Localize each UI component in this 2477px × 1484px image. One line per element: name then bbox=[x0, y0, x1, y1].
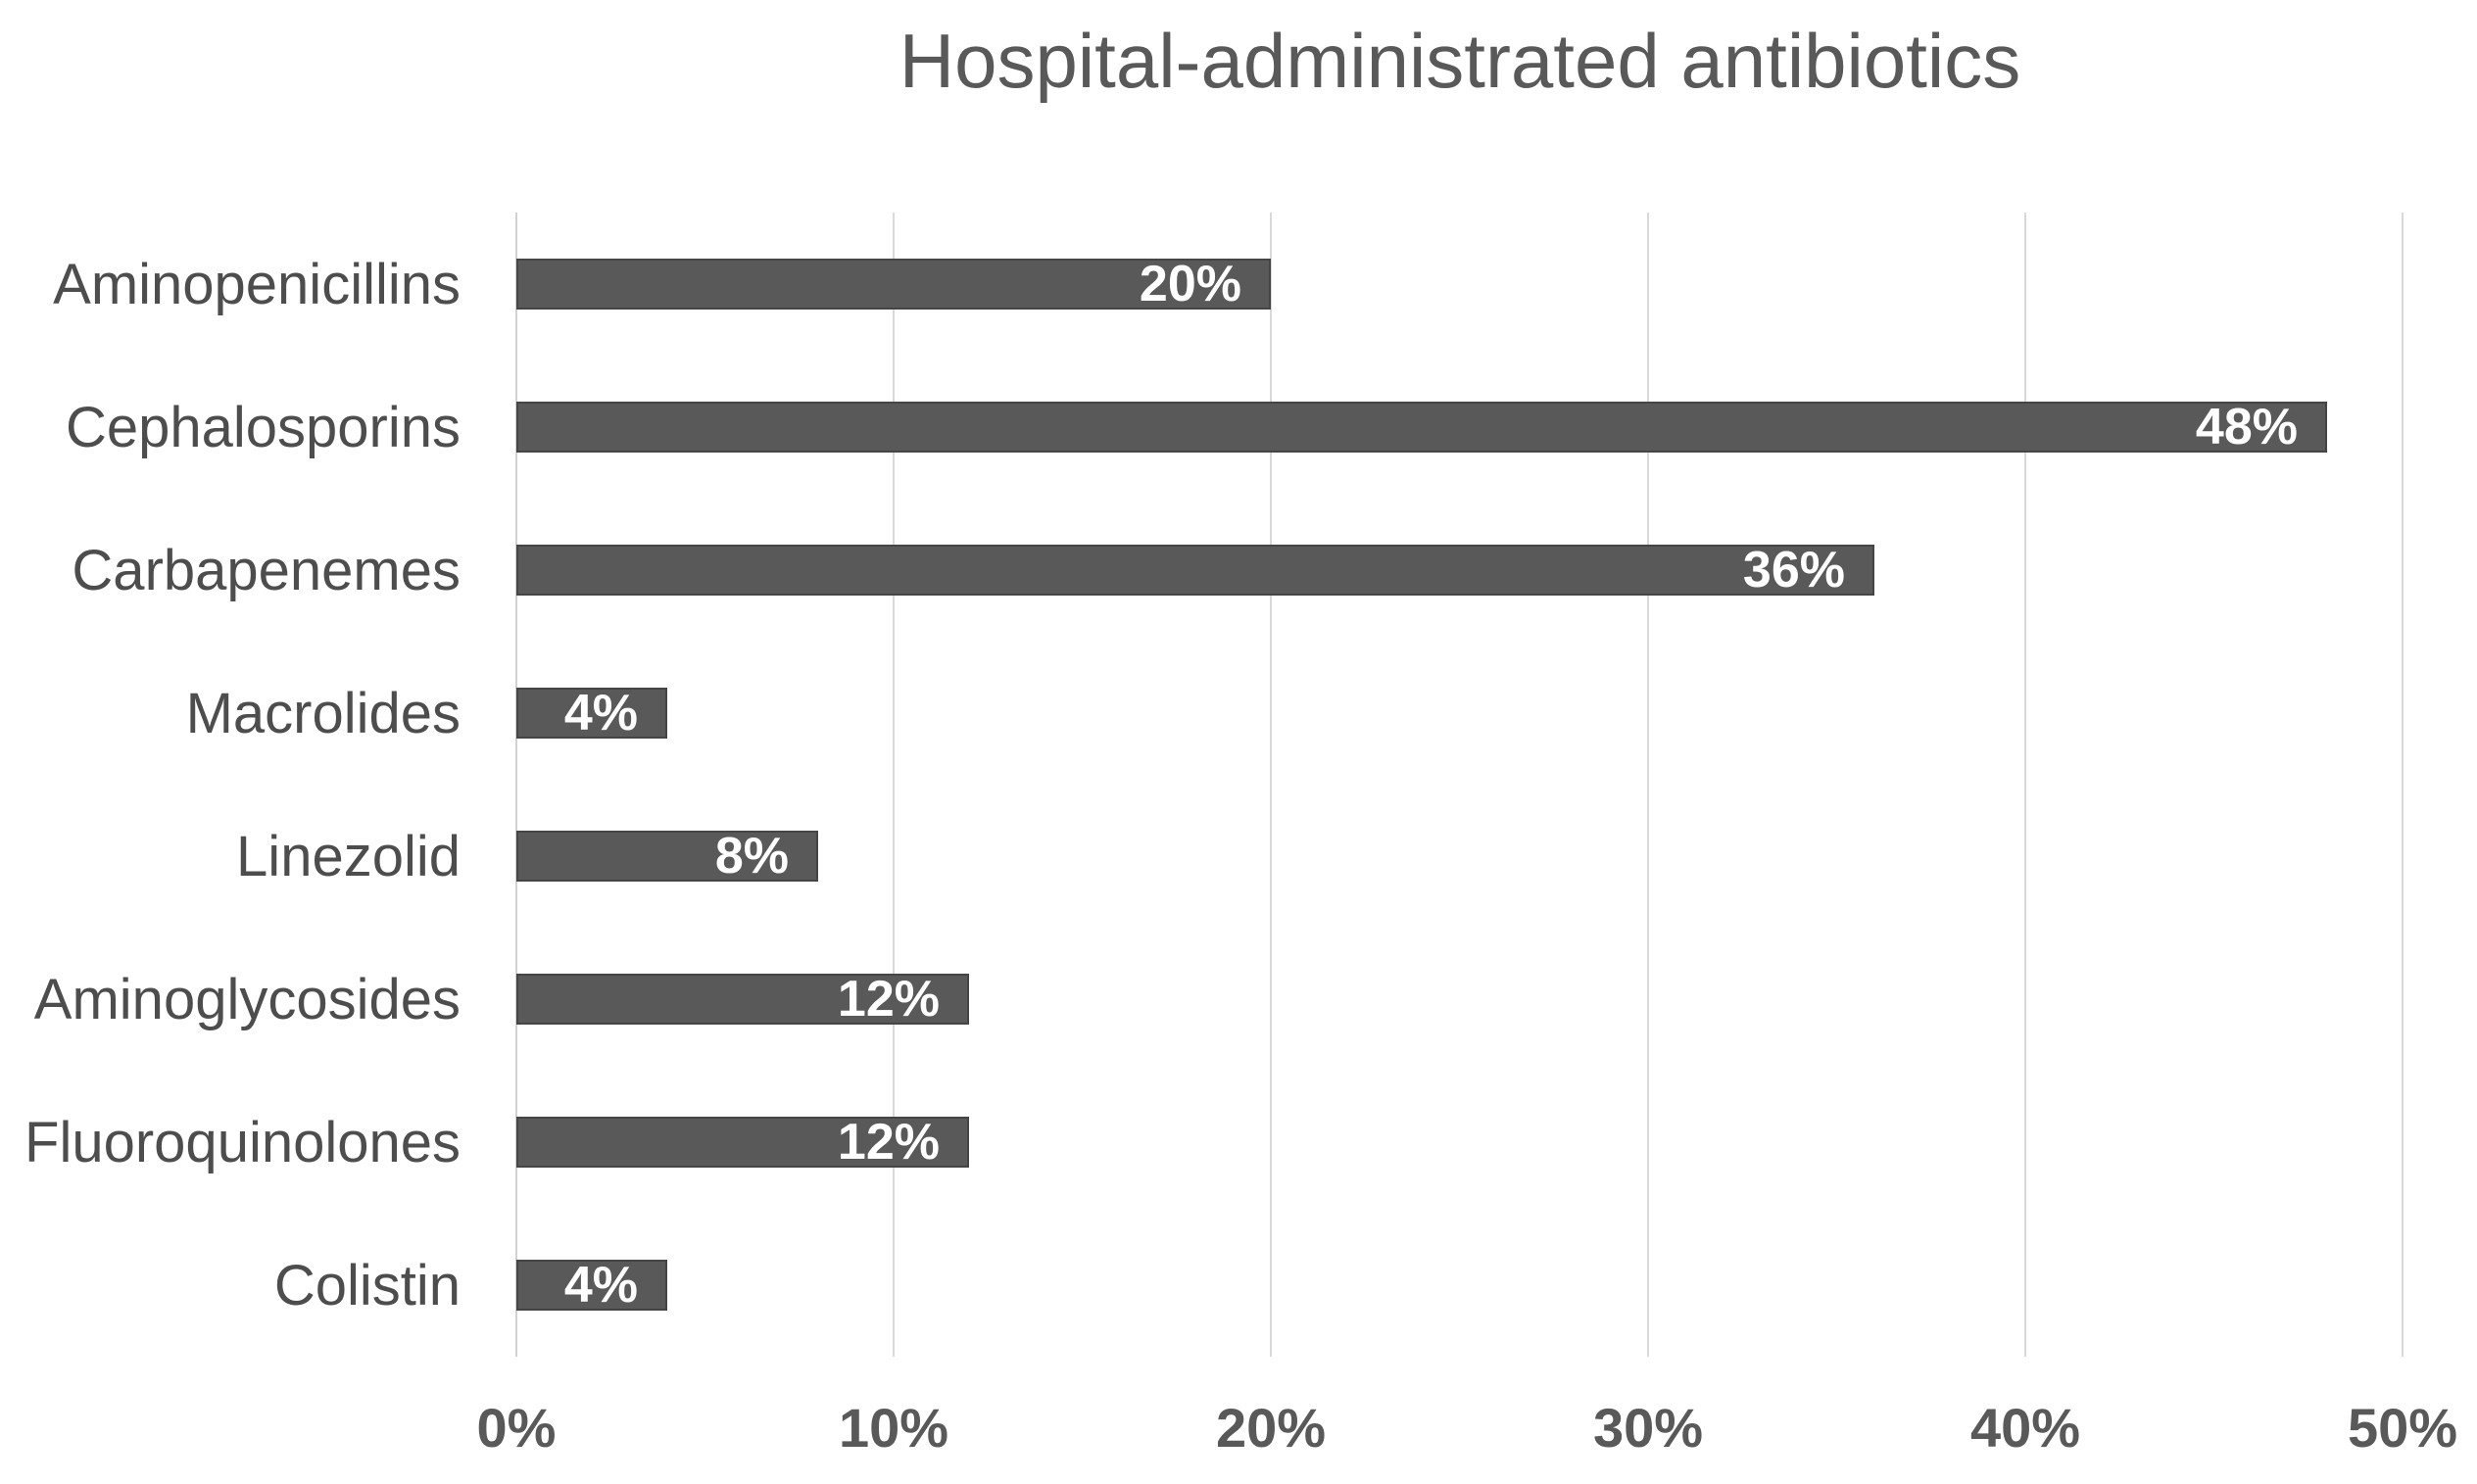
data-label: 12% bbox=[837, 1114, 940, 1171]
gridline bbox=[2024, 213, 2026, 1357]
bar-colistin: 4% bbox=[516, 1257, 667, 1314]
bar-aminopenicillins: 20% bbox=[516, 256, 1271, 312]
bar-macrolides: 4% bbox=[516, 685, 667, 742]
category-label: Cephalosporins bbox=[65, 395, 461, 459]
bar-row: 8% bbox=[516, 785, 2403, 928]
category-label: Macrolides bbox=[185, 681, 461, 745]
bar-row: 36% bbox=[516, 499, 2403, 642]
bar-row: 48% bbox=[516, 356, 2403, 499]
category-label: Colistin bbox=[273, 1253, 461, 1317]
plot-area: 20% 48% 36% 4% 8% 12% 12% 4% bbox=[515, 213, 2404, 1357]
x-tick-label: 10% bbox=[838, 1397, 949, 1459]
category-label: Aminopenicillins bbox=[53, 252, 461, 316]
category-label: Aminoglycosides bbox=[33, 967, 461, 1031]
category-label: Linezolid bbox=[236, 824, 461, 888]
data-label: 36% bbox=[1742, 542, 1845, 598]
data-label: 8% bbox=[714, 828, 789, 885]
x-tick-label: 50% bbox=[2347, 1397, 2458, 1459]
gridline bbox=[893, 213, 895, 1357]
bar-carbapenemes: 36% bbox=[516, 542, 1874, 598]
x-tick-label: 20% bbox=[1215, 1397, 1327, 1459]
bar-linezolid: 8% bbox=[516, 828, 818, 885]
bar-row: 4% bbox=[516, 642, 2403, 785]
bar-row: 20% bbox=[516, 213, 2403, 356]
bar-cephalosporins: 48% bbox=[516, 399, 2327, 455]
value-axis: 0% 10% 20% 30% 40% 50% bbox=[0, 1396, 2477, 1474]
gridline bbox=[1270, 213, 1272, 1357]
category-label: Carbapenemes bbox=[72, 538, 461, 602]
chart-title: Hospital-administrated antibiotics bbox=[899, 18, 2021, 104]
bar-row: 4% bbox=[516, 1214, 2403, 1357]
data-label: 48% bbox=[2195, 399, 2298, 455]
x-tick-label: 0% bbox=[476, 1397, 557, 1459]
bar-row: 12% bbox=[516, 928, 2403, 1071]
category-axis: Aminopenicillins Cephalosporins Carbapenem… bbox=[0, 213, 461, 1357]
data-label: 12% bbox=[837, 971, 940, 1028]
gridline bbox=[1647, 213, 1649, 1357]
bar-row: 12% bbox=[516, 1071, 2403, 1214]
data-label: 4% bbox=[563, 1257, 638, 1314]
gridline bbox=[2402, 213, 2404, 1357]
x-tick-label: 30% bbox=[1592, 1397, 1704, 1459]
category-label: Fluoroquinolones bbox=[24, 1110, 461, 1174]
x-tick-label: 40% bbox=[1969, 1397, 2081, 1459]
data-label: 4% bbox=[563, 685, 638, 742]
bar-aminoglycosides: 12% bbox=[516, 971, 969, 1028]
value-axis-line bbox=[515, 213, 517, 1357]
bar-fluoroquinolones: 12% bbox=[516, 1114, 969, 1171]
data-label: 20% bbox=[1139, 256, 1241, 312]
